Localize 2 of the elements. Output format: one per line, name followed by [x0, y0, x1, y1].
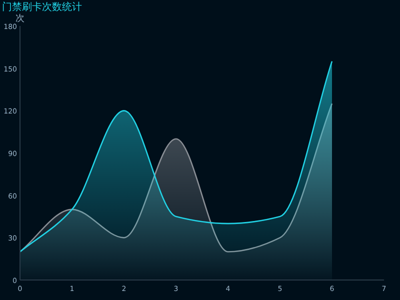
- chart-title: 门禁刷卡次数统计: [2, 1, 82, 13]
- y-axis-title: 次: [16, 13, 24, 24]
